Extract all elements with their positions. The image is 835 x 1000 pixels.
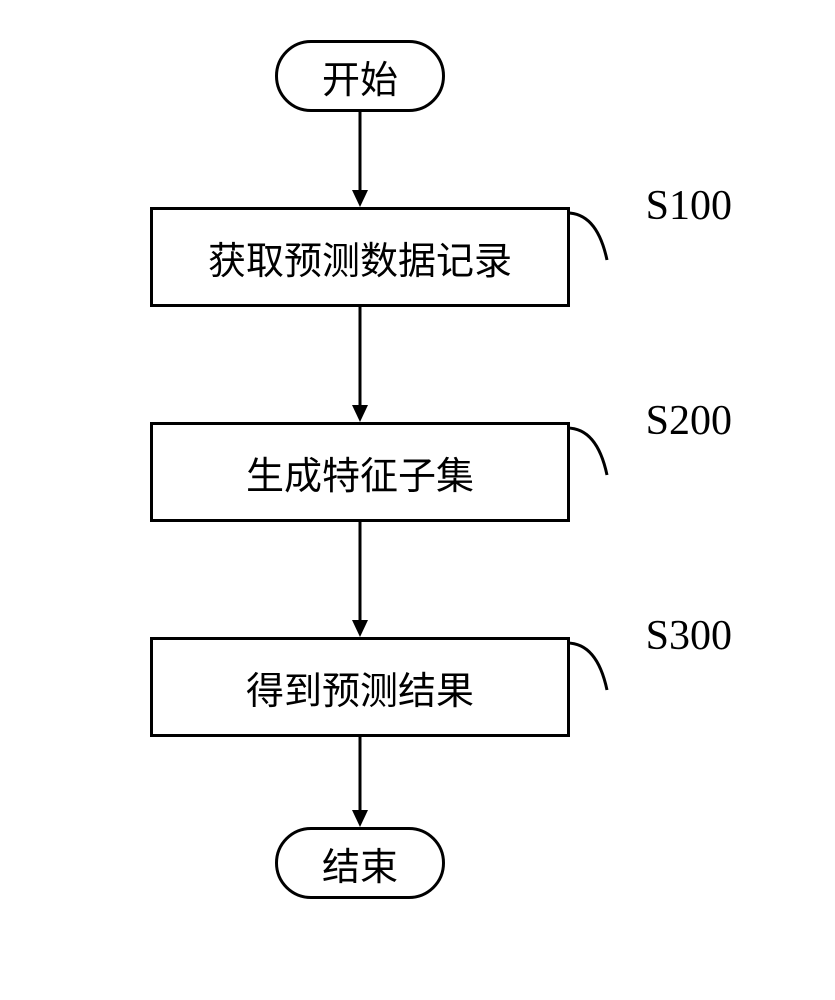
arrow-icon: [345, 737, 375, 827]
step-label-s200: S200: [646, 397, 732, 445]
start-label: 开始: [322, 49, 398, 104]
step-label-s100: S100: [646, 182, 732, 230]
process-s300: 得到预测结果 S300: [150, 637, 570, 737]
arrow-s200-s300: [135, 522, 585, 637]
arrow-icon: [345, 522, 375, 637]
arrow-icon: [345, 307, 375, 422]
step-label-s300: S300: [646, 612, 732, 660]
end-label: 结束: [322, 836, 398, 891]
process-s200-label: 生成特征子集: [246, 445, 474, 500]
curve-connector-icon: [567, 425, 617, 480]
arrow-start-s100: [135, 112, 585, 207]
arrow-s300-end: [135, 737, 585, 827]
arrow-icon: [345, 112, 375, 207]
curve-connector-icon: [567, 210, 617, 265]
arrow-s100-s200: [135, 307, 585, 422]
flowchart-container: 开始 获取预测数据记录 S100 生成特征子集 S200 得到预: [135, 40, 585, 899]
end-node: 结束: [275, 827, 445, 899]
process-s200: 生成特征子集 S200: [150, 422, 570, 522]
start-node: 开始: [275, 40, 445, 112]
curve-connector-icon: [567, 640, 617, 695]
process-s300-label: 得到预测结果: [246, 660, 474, 715]
process-s100: 获取预测数据记录 S100: [150, 207, 570, 307]
process-s100-label: 获取预测数据记录: [208, 230, 512, 285]
